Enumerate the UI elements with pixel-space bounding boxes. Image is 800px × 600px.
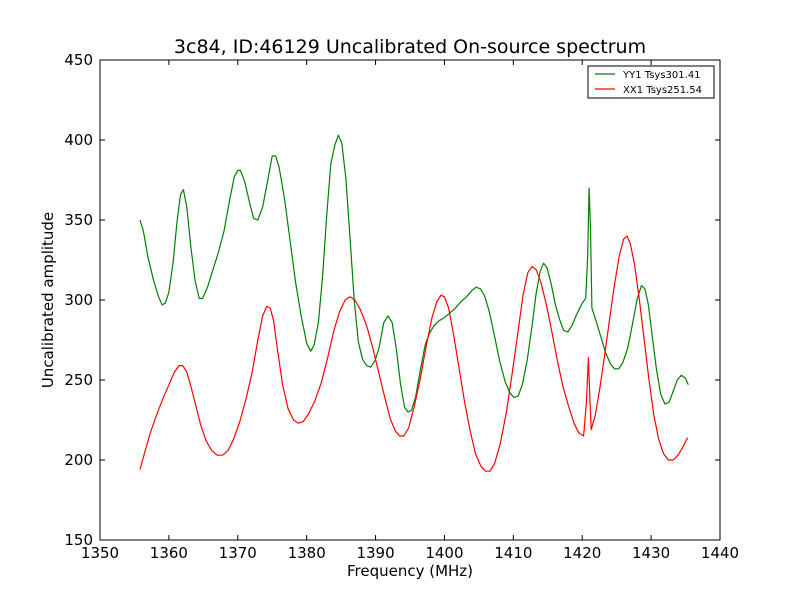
x-tick-label: 1390 — [356, 544, 394, 562]
chart-title: 3c84, ID:46129 Uncalibrated On-source sp… — [174, 36, 646, 58]
x-tick-label: 1370 — [219, 544, 257, 562]
y-axis-label: Uncalibrated amplitude — [39, 212, 57, 388]
y-tick-label: 400 — [64, 131, 93, 149]
y-tick-label: 200 — [64, 451, 93, 469]
x-tick-label: 1380 — [288, 544, 326, 562]
x-tick-label: 1410 — [494, 544, 532, 562]
legend-box — [587, 65, 715, 99]
series-layer — [139, 134, 689, 472]
y-tick-label: 250 — [64, 371, 93, 389]
x-axis-label: Frequency (MHz) — [347, 562, 473, 580]
series-line-yy1 — [139, 134, 689, 413]
x-tick-label: 1360 — [150, 544, 188, 562]
x-tick-label: 1350 — [81, 544, 119, 562]
y-axis: 150 200 250 300 350 400 450 — [64, 51, 720, 549]
legend-label-yy1: YY1 Tsys301.41 — [622, 70, 701, 81]
x-tick-label: 1430 — [632, 544, 670, 562]
legend: YY1 Tsys301.41 XX1 Tsys251.54 — [587, 65, 715, 99]
y-tick-label: 350 — [64, 211, 93, 229]
x-tick-label: 1440 — [701, 544, 739, 562]
y-tick-label: 300 — [64, 291, 93, 309]
series-line-xx1 — [139, 235, 689, 472]
x-tick-label: 1420 — [563, 544, 601, 562]
x-axis: 1350 1360 1370 1380 1390 1400 1410 1420 1430 1440 — [81, 60, 739, 562]
x-tick-label: 1400 — [425, 544, 463, 562]
y-tick-label: 150 — [64, 531, 93, 549]
y-tick-label: 450 — [64, 51, 93, 69]
legend-label-xx1: XX1 Tsys251.54 — [623, 85, 702, 96]
